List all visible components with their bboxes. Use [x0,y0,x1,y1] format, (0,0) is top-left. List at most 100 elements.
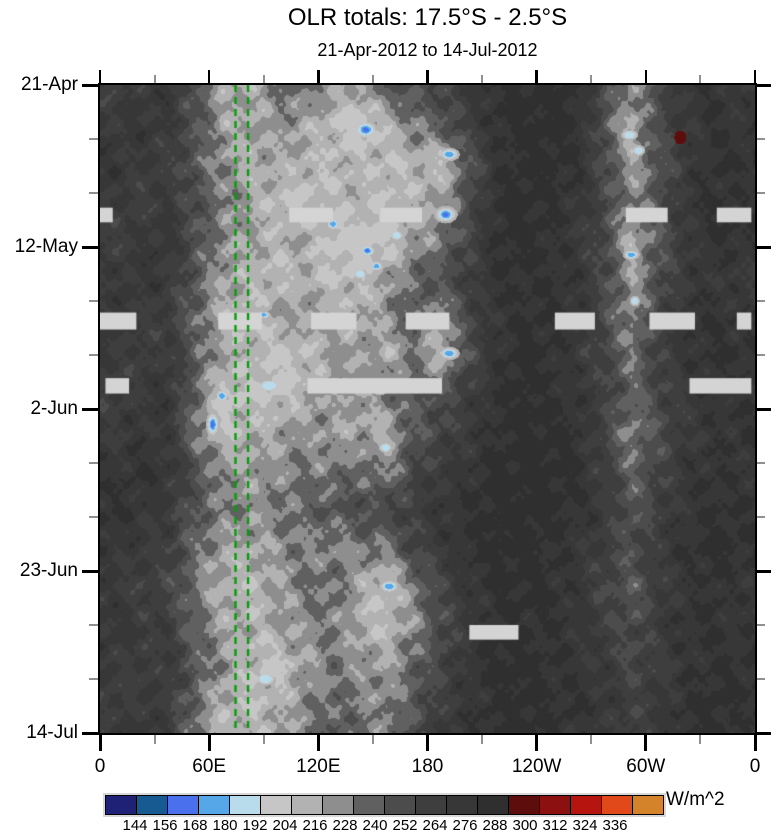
colorbar-tick-label: 180 [212,817,238,834]
colorbar-tick-label: 276 [452,817,478,834]
colorbar-tick-label: 144 [122,817,148,834]
y-axis-minor-tick-right [757,192,765,194]
colorbar-cell [167,796,198,814]
x-axis-minor-tick-top [699,75,702,83]
y-axis-major-tick-right [757,245,771,249]
x-axis-major-tick-bottom [644,735,648,751]
colorbar-cell [477,796,508,814]
colorbar-cell [632,796,663,814]
colorbar-cell [539,796,570,814]
x-axis-tick-label: 0 [749,756,761,777]
y-axis-major-tick-right [757,407,771,411]
y-axis-minor-tick-right [757,624,765,626]
x-axis-major-tick-top [98,70,102,83]
colorbar-tick-label: 192 [242,817,268,834]
x-axis-tick-label: 0 [94,756,106,777]
x-axis-minor-tick-bottom [262,735,265,744]
x-axis-minor-tick-bottom [590,735,593,744]
y-axis-minor-tick-left [89,516,98,518]
y-axis-minor-tick-right [757,354,765,356]
colorbar [105,795,664,815]
x-axis-tick-label: 180 [411,756,444,777]
x-axis-major-tick-top [753,70,757,83]
colorbar-cell [198,796,229,814]
y-axis-major-tick-right [757,83,771,87]
x-axis-major-tick-bottom [753,735,757,751]
colorbar-cell [601,796,632,814]
y-axis-minor-tick-right [757,300,765,302]
colorbar-tick-label: 216 [302,817,328,834]
y-axis-minor-tick-right [757,462,765,464]
y-axis-minor-tick-left [89,354,98,356]
colorbar-cell [508,796,539,814]
colorbar-cell [136,796,167,814]
y-axis-tick-label: 23-Jun [19,560,78,581]
chart-subtitle: 21-Apr-2012 to 14-Jul-2012 [317,40,538,60]
colorbar-tick-label: 312 [542,817,568,834]
y-axis-minor-tick-right [757,138,765,140]
colorbar-units-label: W/m^2 [666,789,725,810]
x-axis-minor-tick-bottom [481,735,484,744]
y-axis-major-tick-left [82,245,98,249]
x-axis-tick-label: 120E [296,756,341,777]
colorbar-tick-label: 300 [512,817,538,834]
x-axis-tick-label: 60E [192,756,227,777]
colorbar-cell [570,796,601,814]
x-axis-major-tick-bottom [207,735,211,751]
y-axis-minor-tick-left [89,462,98,464]
x-axis-major-tick-bottom [535,735,539,751]
y-axis-minor-tick-left [89,678,98,680]
colorbar-tick-label: 252 [392,817,418,834]
x-axis-major-tick-top [207,70,211,83]
colorbar-cell [322,796,353,814]
colorbar-tick-label: 228 [332,817,358,834]
x-axis-minor-tick-top [262,75,265,83]
x-axis-minor-tick-bottom [153,735,156,744]
colorbar-cell [229,796,260,814]
colorbar-cell [260,796,291,814]
y-axis-minor-tick-left [89,300,98,302]
colorbar-tick-label: 240 [362,817,388,834]
x-axis-minor-tick-top [481,75,484,83]
y-axis-tick-label: 21-Apr [20,74,78,95]
y-axis-major-tick-right [757,731,771,735]
colorbar-cell [353,796,384,814]
x-axis-major-tick-top [317,70,320,83]
y-axis-minor-tick-left [89,624,98,626]
y-axis-minor-tick-left [89,138,98,140]
y-axis-tick-label: 2-Jun [30,398,78,419]
y-axis-major-tick-left [82,731,98,735]
colorbar-tick-label: 204 [272,817,298,834]
y-axis-minor-tick-right [757,516,765,518]
x-axis-major-tick-bottom [98,735,102,751]
x-axis-major-tick-bottom [426,735,429,751]
x-axis-major-tick-top [535,70,538,83]
y-axis-tick-label: 12-May [14,236,78,257]
y-axis-minor-tick-left [89,192,98,194]
x-axis-major-tick-top [426,70,429,83]
x-axis-minor-tick-top [153,75,156,83]
x-axis-minor-tick-bottom [699,735,702,744]
x-axis-minor-tick-top [371,75,374,83]
x-axis-tick-label: 60W [626,756,666,777]
y-axis-major-tick-right [757,569,771,573]
x-axis-major-tick-top [644,70,648,83]
olr-heatmap-canvas [100,85,755,733]
colorbar-tick-label: 324 [572,817,598,834]
colorbar-cell [415,796,446,814]
plot-frame [98,83,757,735]
x-axis-major-tick-bottom [316,735,320,751]
x-axis-minor-tick-bottom [371,735,374,744]
x-axis-minor-tick-top [590,75,593,83]
y-axis-major-tick-left [82,83,98,87]
colorbar-tick-label: 288 [482,817,508,834]
y-axis-minor-tick-right [757,678,765,680]
colorbar-tick-label: 156 [152,817,178,834]
colorbar-tick-label: 336 [602,817,628,834]
y-axis-tick-label: 14-Jul [26,722,78,743]
chart-title: OLR totals: 17.5°S - 2.5°S [287,4,568,31]
colorbar-cell [106,796,136,814]
colorbar-tick-label: 264 [422,817,448,834]
y-axis-major-tick-left [82,569,98,573]
